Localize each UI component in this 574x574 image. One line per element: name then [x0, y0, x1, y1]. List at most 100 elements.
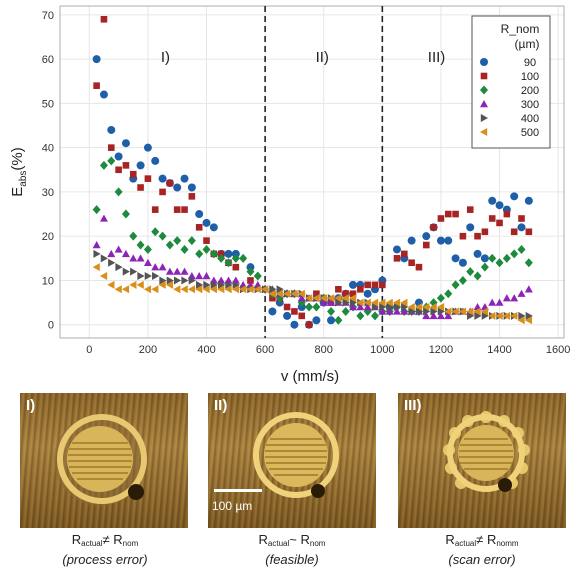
data-point [99, 272, 108, 281]
data-point [327, 294, 335, 303]
data-point [430, 224, 437, 231]
data-point [151, 263, 160, 271]
data-point [378, 298, 386, 307]
data-point [392, 307, 401, 315]
data-point [379, 281, 386, 289]
data-point [151, 206, 159, 213]
data-point [180, 285, 188, 294]
data-point [341, 306, 350, 316]
x-tick-label: 0 [86, 344, 92, 356]
data-point [480, 254, 489, 263]
data-point [99, 90, 108, 99]
data-point [363, 289, 372, 298]
data-point [524, 316, 533, 325]
data-point [290, 320, 299, 329]
data-point [232, 280, 240, 289]
data-point [283, 311, 292, 320]
y-axis-title-unit: (%) [9, 147, 26, 170]
data-point [452, 210, 459, 218]
data-point [349, 303, 358, 311]
data-point [107, 125, 116, 134]
data-point [195, 224, 203, 231]
data-point [121, 139, 130, 148]
data-point [444, 210, 452, 218]
data-point [408, 307, 416, 316]
data-point [414, 303, 423, 312]
data-point [202, 218, 211, 227]
data-point [115, 263, 123, 272]
legend-label: 200 [521, 85, 539, 97]
data-point [159, 188, 166, 196]
data-point [173, 267, 182, 275]
data-point [143, 244, 152, 254]
data-point [488, 253, 497, 263]
data-point [444, 311, 453, 320]
data-point [92, 263, 100, 272]
data-point [466, 206, 474, 213]
data-point [231, 253, 240, 263]
data-point [202, 272, 211, 280]
data-point [99, 214, 108, 222]
x-tick-label: 200 [139, 344, 157, 356]
data-point [436, 236, 445, 245]
data-point [107, 156, 116, 166]
data-point [510, 311, 518, 320]
legend-label: 90 [524, 57, 536, 69]
legend-marker [480, 128, 488, 136]
legend-items: 90 100 200 300 400 500 [480, 57, 539, 139]
data-point [158, 231, 167, 241]
data-point [327, 298, 336, 306]
data-point [392, 245, 401, 254]
data-point [481, 311, 489, 320]
data-point [488, 196, 497, 205]
data-point [122, 162, 130, 169]
data-point [473, 271, 482, 281]
data-point [467, 311, 475, 320]
legend-marker [480, 85, 488, 95]
data-point [319, 298, 328, 306]
legend-marker [480, 58, 488, 66]
y-tick-labels: 0 10 20 30 40 50 60 70 [42, 10, 54, 332]
data-point [502, 253, 511, 263]
data-point [429, 311, 438, 320]
data-point [297, 294, 306, 302]
data-point [224, 249, 233, 258]
y-tick-label: 30 [42, 187, 54, 199]
y-tick-label: 0 [48, 320, 54, 332]
data-point [129, 170, 137, 178]
region-labels: I) II) III) [161, 49, 445, 66]
data-point [195, 285, 203, 294]
data-point [195, 272, 204, 280]
data-point [114, 245, 123, 253]
data-point [232, 263, 240, 271]
micrograph-feasible: II) 100 µm [208, 393, 376, 528]
data-point [121, 285, 130, 294]
data-point [400, 307, 409, 315]
data-point [363, 303, 372, 311]
data-point [474, 311, 482, 320]
data-point [436, 303, 445, 312]
data-point [188, 193, 196, 200]
data-point [334, 315, 343, 325]
y-tick-label: 10 [42, 275, 54, 287]
data-point [481, 228, 489, 236]
caption-process-error: Ractual≠ Rnom (process error) [10, 532, 200, 568]
data-point [357, 286, 364, 293]
data-point [210, 280, 218, 289]
data-point [99, 160, 108, 170]
data-point [371, 303, 379, 312]
data-point [136, 240, 145, 250]
eabs-vs-speed-chart: 0 200 400 600 800 1000 1200 1400 1600 0 10 20 30 40 5… [9, 5, 570, 385]
data-point [510, 228, 518, 236]
data-point [115, 166, 122, 174]
data-point [466, 307, 474, 316]
data-point [187, 285, 196, 294]
data-point [136, 254, 145, 262]
data-point [305, 302, 314, 312]
data-point [356, 298, 364, 307]
data-point [341, 294, 349, 303]
data-point [517, 289, 526, 297]
data-point [180, 244, 189, 254]
legend-label: 500 [521, 127, 539, 139]
data-point [107, 144, 115, 151]
